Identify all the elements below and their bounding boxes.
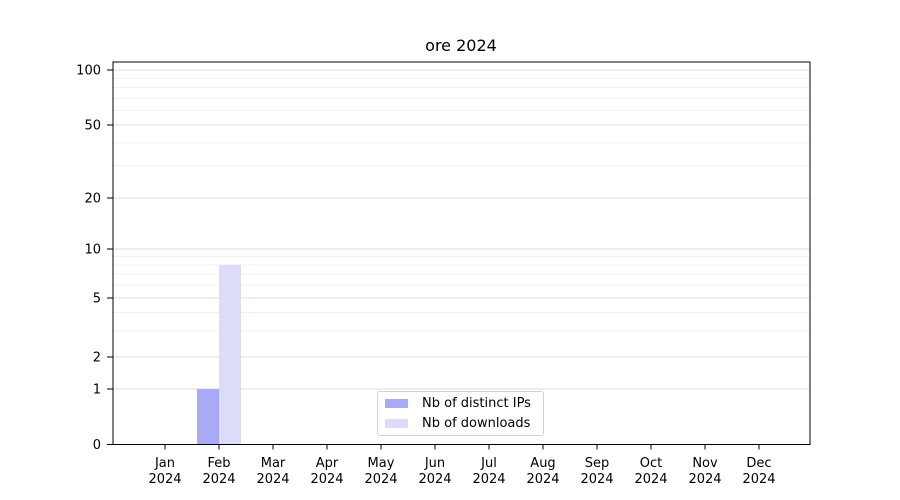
- legend-item-distinct-ips: Nb of distinct IPs: [384, 395, 537, 413]
- x-tick-label-month: Feb: [207, 456, 230, 471]
- legend-swatch-distinct-ips-icon: [385, 399, 408, 408]
- x-tick-label-month: Oct: [640, 456, 662, 471]
- y-tick-label: 5: [93, 292, 101, 307]
- chart-title: ore 2024: [425, 36, 497, 55]
- y-tick-label: 2: [93, 351, 101, 366]
- gridlines: [113, 69, 810, 390]
- plot-border: [112, 61, 811, 445]
- x-tick-label-year: 2024: [472, 472, 505, 487]
- x-tick-label-month: Mar: [261, 456, 286, 471]
- legend-item-downloads: Nb of downloads: [384, 415, 537, 433]
- bar-downloads-feb: [219, 264, 241, 445]
- legend-label-distinct-ips: Nb of distinct IPs: [422, 395, 531, 411]
- x-tick-label-year: 2024: [364, 472, 397, 487]
- x-tick-label-year: 2024: [148, 472, 181, 487]
- x-tick-label-year: 2024: [202, 472, 235, 487]
- x-tick-label-month: Dec: [746, 456, 771, 471]
- x-tick-label-month: May: [368, 456, 395, 471]
- y-tick-label: 10: [84, 243, 101, 258]
- x-tick-label-year: 2024: [418, 472, 451, 487]
- y-tick-label: 20: [84, 192, 101, 207]
- x-tick-label-year: 2024: [688, 472, 721, 487]
- x-tick-label-year: 2024: [580, 472, 613, 487]
- x-tick-label-year: 2024: [310, 472, 343, 487]
- y-tick-label: 1: [93, 383, 101, 398]
- legend-swatch-downloads-icon: [385, 419, 408, 428]
- x-tick-label-year: 2024: [256, 472, 289, 487]
- x-tick-label-month: Nov: [692, 456, 718, 471]
- x-tick-label-month: Apr: [316, 456, 339, 471]
- x-tick-label-year: 2024: [526, 472, 559, 487]
- legend-label-downloads: Nb of downloads: [422, 415, 531, 431]
- y-tick-label: 0: [93, 438, 101, 453]
- axes: 0125102050100Jan2024Feb2024Mar2024Apr202…: [76, 61, 811, 487]
- x-tick-label-month: Aug: [530, 456, 555, 471]
- x-tick-label-year: 2024: [634, 472, 667, 487]
- x-tick-label-month: Sep: [585, 456, 610, 471]
- y-tick-label: 100: [76, 64, 101, 79]
- x-tick-label-month: Jan: [154, 456, 175, 471]
- x-tick-label-month: Jul: [480, 456, 497, 471]
- x-tick-label-year: 2024: [742, 472, 775, 487]
- x-tick-label-month: Jun: [424, 456, 445, 471]
- bars: [197, 264, 241, 445]
- y-tick-label: 50: [84, 119, 101, 134]
- legend: Nb of distinct IPs Nb of downloads: [377, 391, 544, 436]
- bar-distinct-ips-feb: [197, 389, 219, 445]
